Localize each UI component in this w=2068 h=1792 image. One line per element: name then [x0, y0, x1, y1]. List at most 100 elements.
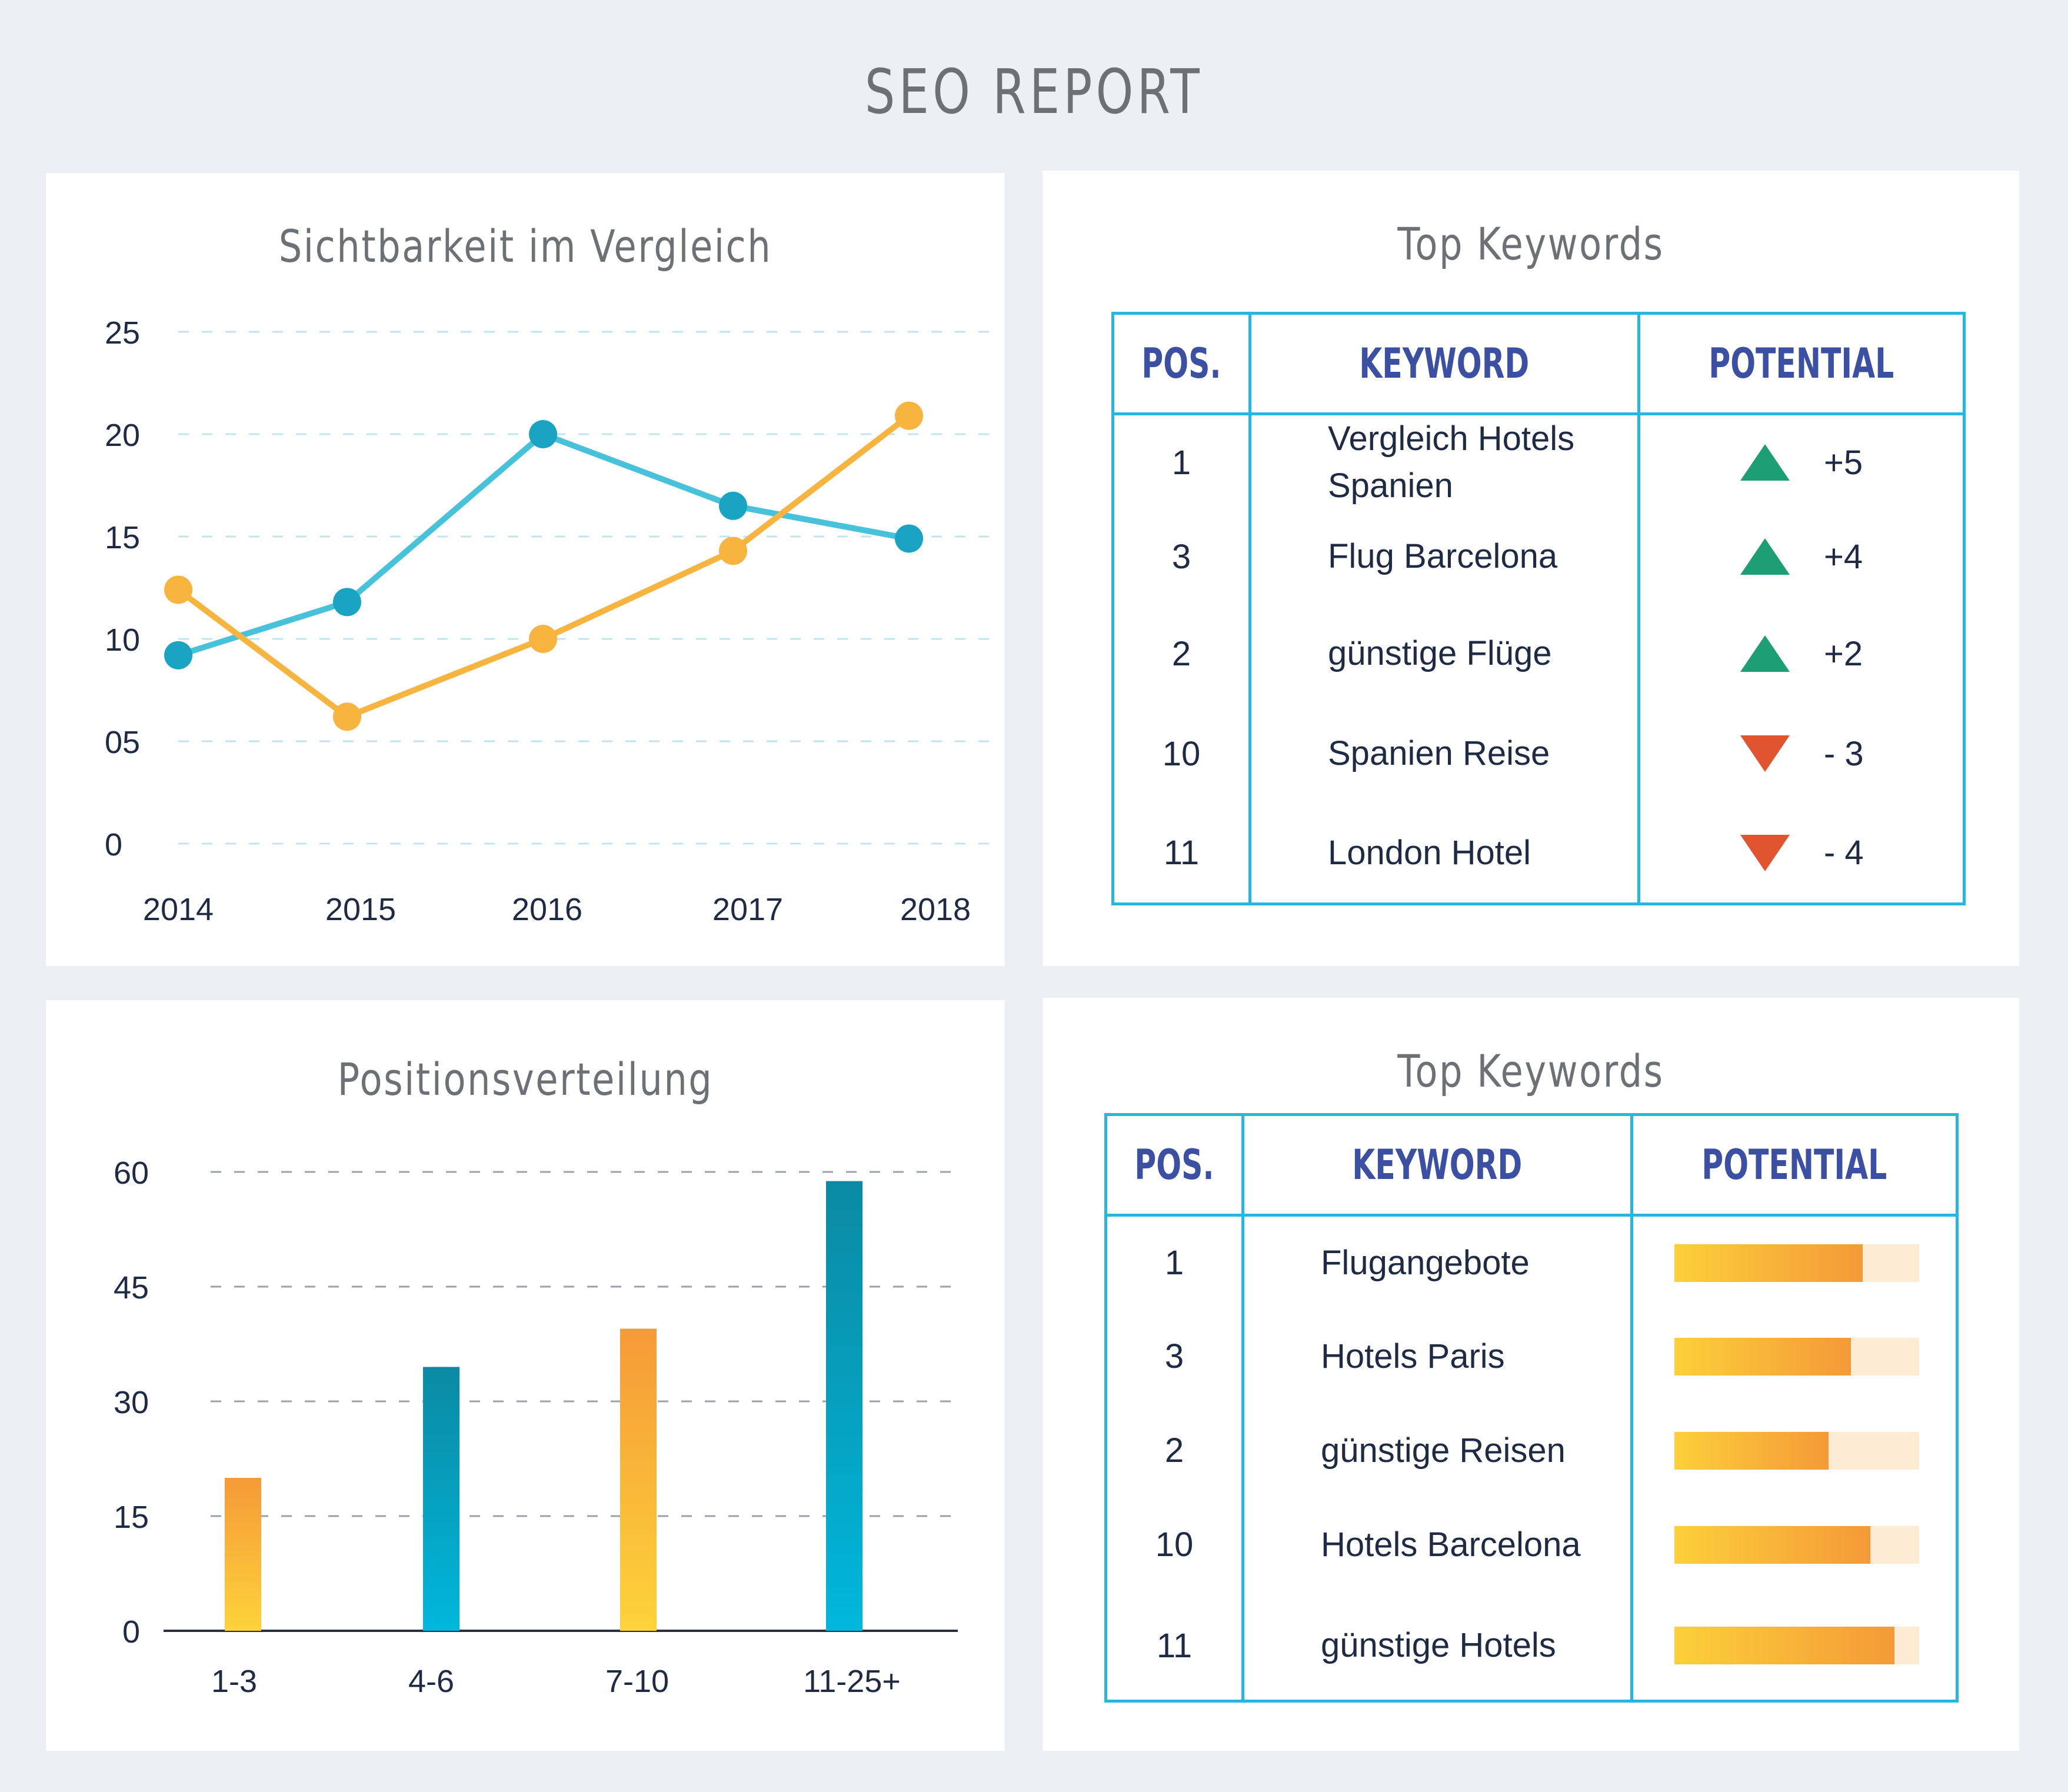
bar-11-25+: [826, 1181, 863, 1631]
x-tick-label: 2017: [712, 892, 783, 927]
potential-bar-fill: [1674, 1337, 1851, 1375]
keyword-text: Flugangebote: [1241, 1215, 1633, 1310]
triangle-down-icon: [1740, 834, 1790, 871]
potential-bar-fill: [1674, 1525, 1870, 1564]
keyword-position: 11: [1111, 804, 1251, 904]
table-row: 11 London Hotel - 4: [1111, 804, 1966, 904]
keyword-position: 1: [1104, 1215, 1244, 1310]
keyword-potential: - 4: [1637, 804, 1966, 904]
keyword-position: 3: [1104, 1309, 1244, 1404]
top-keywords-panel-2: Top Keywords POS. KEYWORD POTENTIAL 1 Flu…: [1043, 998, 2019, 1751]
keyword-position: 1: [1111, 414, 1251, 509]
x-tick-label: 2018: [900, 892, 971, 927]
potential-bar-fill: [1674, 1431, 1829, 1470]
visibility-chart-title: Sichtbarkeit im Vergleich: [278, 220, 772, 272]
y-tick-label: 10: [105, 622, 140, 658]
x-tick-label: 7-10: [605, 1664, 669, 1699]
keyword-potential: +4: [1637, 509, 1966, 604]
y-tick-label: 15: [105, 520, 140, 555]
series-line-2: [176, 413, 911, 720]
top-keywords-title-1: Top Keywords: [1397, 218, 1664, 270]
potential-bar-fill: [1674, 1627, 1895, 1665]
position-chart-title: Positionsverteilung: [337, 1053, 714, 1105]
top-keywords-panel-1: Top Keywords POS. KEYWORD POTENTIAL 1 Ver…: [1043, 171, 2019, 966]
visibility-chart-panel: Sichtbarkeit im Vergleich 0 05 10 15 20 25 201…: [46, 173, 1005, 966]
x-tick-label: 4-6: [408, 1664, 454, 1699]
bar-7-10: [620, 1328, 657, 1631]
x-tick-label: 2014: [143, 892, 214, 927]
potential-bar-track: [1674, 1525, 1919, 1564]
keyword-potential: [1630, 1309, 1959, 1404]
table-row: 1 Flugangebote: [1104, 1215, 1959, 1310]
data-point: [529, 420, 557, 448]
potential-bar-track: [1674, 1337, 1919, 1375]
column-header-potential: POTENTIAL: [1630, 1114, 1959, 1217]
table-header-row: POS. KEYWORD POTENTIAL: [1104, 1114, 1959, 1217]
keyword-position: 10: [1111, 704, 1251, 804]
y-tick-label: 25: [105, 315, 140, 351]
bar-4-6: [423, 1367, 459, 1631]
potential-value: - 4: [1824, 834, 1864, 872]
y-tick-label: 05: [105, 725, 140, 760]
series-line-1: [177, 431, 910, 658]
keyword-position: 2: [1104, 1403, 1244, 1498]
visibility-line-chart: 0 05 10 15 20 25 2014 2015 2016 2017 2018: [105, 315, 996, 927]
data-point: [164, 641, 192, 669]
keyword-position: 3: [1111, 509, 1251, 604]
keyword-text: Hotels Barcelona: [1241, 1497, 1633, 1592]
y-tick-label: 0: [105, 827, 122, 862]
data-point: [333, 588, 361, 617]
keyword-potential: +2: [1637, 604, 1966, 704]
column-header-pos: POS.: [1111, 313, 1251, 415]
column-header-pos: POS.: [1104, 1114, 1244, 1217]
data-point: [164, 575, 192, 604]
table-row: 11 günstige Hotels: [1104, 1591, 1959, 1701]
data-point: [719, 537, 747, 565]
top-keywords-table-2: POS. KEYWORD POTENTIAL 1 Flugangebote 3 Hot…: [1104, 1113, 1959, 1703]
potential-value: - 3: [1824, 734, 1864, 773]
data-point: [333, 702, 361, 731]
triangle-up-icon: [1740, 538, 1790, 575]
keyword-position: 11: [1104, 1591, 1244, 1701]
x-tick-label: 2016: [512, 892, 582, 927]
y-tick-label: 45: [114, 1270, 149, 1305]
keyword-text: London Hotel: [1248, 804, 1640, 904]
data-point: [895, 524, 923, 553]
table-row: 3 Hotels Paris: [1104, 1309, 1959, 1404]
position-chart-panel: Positionsverteilung 0 15 30 45 60 1-3 4-6 7-10 1…: [46, 1000, 1005, 1751]
keyword-potential: [1630, 1591, 1959, 1701]
triangle-up-icon: [1740, 444, 1790, 481]
triangle-up-icon: [1740, 635, 1790, 672]
y-tick-label: 15: [114, 1500, 149, 1535]
keyword-potential: +5: [1637, 414, 1966, 509]
data-point: [719, 491, 747, 520]
potential-value: +5: [1824, 443, 1863, 482]
keyword-text: günstige Flüge: [1248, 604, 1640, 704]
position-bar-chart: 0 15 30 45 60 1-3 4-6 7-10 11-25+: [114, 1155, 958, 1699]
table-row: 1 Vergleich Hotels Spanien +5: [1111, 414, 1966, 509]
potential-value: +2: [1824, 634, 1863, 673]
keyword-potential: [1630, 1403, 1959, 1498]
keyword-position: 10: [1104, 1497, 1244, 1592]
bar-1-3: [225, 1478, 261, 1631]
top-keywords-table-1: POS. KEYWORD POTENTIAL 1 Vergleich Hotels…: [1111, 312, 1966, 905]
keyword-text: Flug Barcelona: [1248, 509, 1640, 604]
column-header-keyword: KEYWORD: [1241, 1114, 1633, 1217]
column-header-potential: POTENTIAL: [1637, 313, 1966, 415]
table-row: 2 günstige Flüge +2: [1111, 604, 1966, 704]
y-tick-label: 30: [114, 1385, 149, 1420]
x-tick-label: 2015: [325, 892, 396, 927]
potential-bar-track: [1674, 1244, 1919, 1282]
potential-bar-track: [1674, 1431, 1919, 1470]
table-header-row: POS. KEYWORD POTENTIAL: [1111, 313, 1966, 415]
y-tick-label: 0: [122, 1614, 140, 1650]
table-row: 3 Flug Barcelona +4: [1111, 509, 1966, 604]
potential-bar-fill: [1674, 1244, 1863, 1282]
page-title: SEO REPORT: [864, 56, 1204, 128]
table-row: 10 Spanien Reise - 3: [1111, 704, 1966, 804]
keyword-potential: - 3: [1637, 704, 1966, 804]
x-tick-label: 11-25+: [803, 1664, 901, 1699]
y-tick-label: 20: [105, 418, 140, 453]
keyword-text: günstige Reisen: [1241, 1403, 1633, 1498]
keyword-potential: [1630, 1215, 1959, 1310]
